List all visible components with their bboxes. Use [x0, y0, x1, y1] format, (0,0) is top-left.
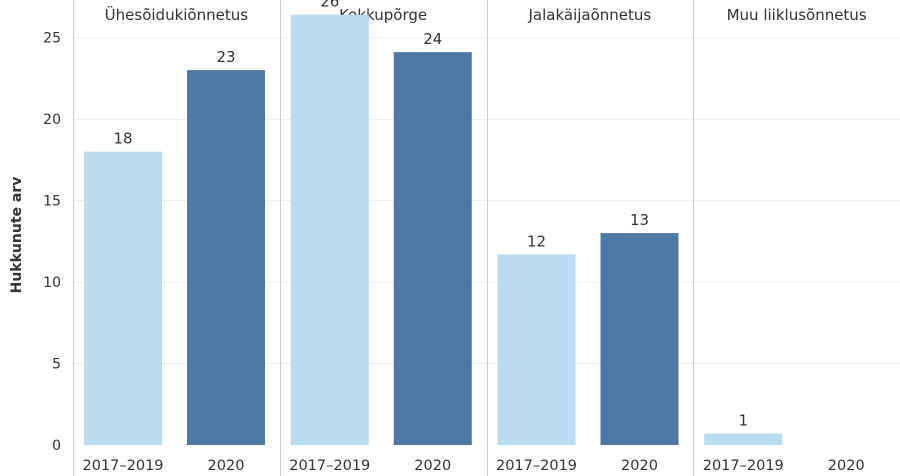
panel-title: Jalakäijaõnnetus [528, 6, 652, 24]
bar [187, 70, 265, 445]
panel: Jalakäijaõnnetus 12 2017–2019 13 2020 [496, 6, 679, 474]
bar [393, 52, 472, 446]
panel: Ühesõidukiõnnetus 18 2017–2019 23 2020 [82, 5, 265, 474]
y-tick-label: 20 [43, 112, 61, 128]
panel: Muu liiklusõnnetus 1 2017–2019 2020 [703, 6, 867, 474]
bar [290, 14, 369, 446]
data-label: 24 [423, 30, 442, 48]
y-tick-label: 5 [52, 356, 61, 372]
category-label: 2017–2019 [82, 458, 163, 474]
bar [84, 151, 162, 446]
y-tick-label: 25 [43, 30, 61, 46]
category-label: 2017–2019 [289, 458, 370, 474]
panel-title: Muu liiklusõnnetus [727, 6, 867, 24]
data-label: 1 [738, 412, 748, 430]
bar [600, 233, 679, 445]
y-tick-label: 0 [52, 438, 61, 454]
y-axis: Hukkunute arv 0 5 10 15 20 25 [9, 30, 61, 454]
panel-dividers [73, 0, 694, 476]
category-label: 2020 [621, 458, 658, 474]
category-label: 2020 [828, 458, 865, 474]
panels: Ühesõidukiõnnetus182017–2019232020Kokkup… [82, 0, 866, 474]
panel-title: Ühesõidukiõnnetus [105, 5, 249, 24]
data-label: 13 [630, 211, 649, 229]
category-label: 2020 [414, 458, 451, 474]
y-axis-label: Hukkunute arv [9, 177, 25, 294]
data-label: 23 [216, 48, 235, 66]
category-label: 2017–2019 [703, 458, 784, 474]
y-tick-label: 10 [43, 275, 61, 291]
bar [497, 254, 576, 445]
data-label: 18 [113, 130, 132, 148]
data-label: 26 [320, 0, 339, 11]
y-tick-label: 15 [43, 193, 61, 209]
bar [704, 433, 783, 445]
category-label: 2017–2019 [496, 458, 577, 474]
data-label: 12 [527, 232, 546, 250]
category-label: 2020 [208, 458, 245, 474]
